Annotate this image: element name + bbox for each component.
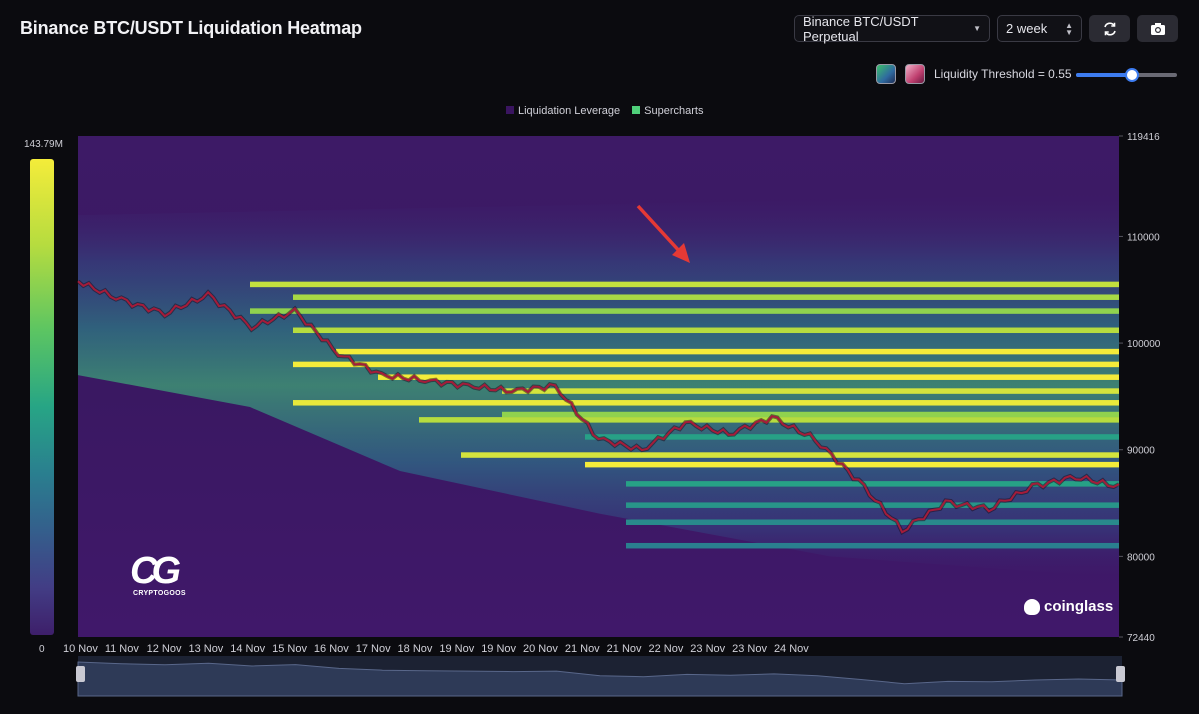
y-tick-label: 90000 bbox=[1127, 446, 1155, 457]
cryptogoos-logo: CG bbox=[130, 550, 181, 592]
x-tick-label: 10 Nov bbox=[63, 643, 98, 655]
x-tick-label: 19 Nov bbox=[439, 643, 474, 655]
liquidity-band bbox=[626, 502, 1119, 508]
colorbar-max-label: 143.79M bbox=[24, 139, 63, 150]
liquidity-band bbox=[585, 461, 1119, 468]
arrow-annotation-head bbox=[672, 243, 690, 263]
x-tick-label: 15 Nov bbox=[272, 643, 307, 655]
pair-select-label: Binance BTC/USDT Perpetual bbox=[803, 13, 919, 44]
liquidity-band bbox=[293, 400, 1119, 406]
liquidity-band bbox=[378, 374, 1119, 380]
caret-down-icon: ▼ bbox=[973, 24, 981, 33]
y-tick-label: 119416 bbox=[1127, 132, 1160, 143]
liquidity-band bbox=[336, 348, 1119, 355]
x-tick-label: 21 Nov bbox=[565, 643, 600, 655]
liquidity-band bbox=[585, 434, 1119, 440]
liquidity-band bbox=[626, 481, 1119, 487]
camera-icon bbox=[1150, 22, 1165, 35]
threshold-label: Liquidity Threshold = 0.55 bbox=[934, 67, 1072, 81]
legend-item-supercharts[interactable]: Supercharts bbox=[632, 105, 703, 117]
x-tick-label: 14 Nov bbox=[230, 643, 265, 655]
updown-chevron-icon: ▲ ▼ bbox=[1065, 20, 1073, 37]
colorbar-min-label: 0 bbox=[39, 644, 45, 655]
legend-label-liquidation-leverage: Liquidation Leverage bbox=[518, 105, 621, 117]
liquidity-band bbox=[626, 519, 1119, 525]
price-line bbox=[77, 280, 1120, 534]
chart-legend: Liquidation Leverage Supercharts bbox=[506, 105, 703, 117]
liquidity-band bbox=[502, 411, 1119, 418]
liquidity-band bbox=[502, 388, 1119, 394]
y-tick-label: 100000 bbox=[1127, 339, 1161, 350]
x-tick-label: 21 Nov bbox=[607, 643, 642, 655]
x-tick-label: 19 Nov bbox=[481, 643, 516, 655]
y-tick-label: 72440 bbox=[1127, 633, 1155, 644]
coinglass-watermark: coinglass bbox=[1024, 598, 1113, 615]
x-tick-label: 23 Nov bbox=[732, 643, 767, 655]
x-tick-label: 23 Nov bbox=[690, 643, 725, 655]
theme-pink-swatch[interactable] bbox=[905, 64, 925, 84]
liquidity-band bbox=[293, 361, 1119, 368]
legend-label-supercharts: Supercharts bbox=[644, 105, 704, 117]
threshold-slider-thumb[interactable] bbox=[1124, 68, 1139, 82]
refresh-button[interactable] bbox=[1089, 15, 1130, 42]
x-tick-label: 17 Nov bbox=[356, 643, 391, 655]
liquidity-band bbox=[293, 294, 1119, 300]
threshold-slider[interactable] bbox=[1076, 68, 1177, 82]
x-tick-label: 12 Nov bbox=[147, 643, 182, 655]
coinglass-logo-icon bbox=[1024, 598, 1040, 615]
liquidity-band bbox=[293, 327, 1119, 334]
navigator-series bbox=[77, 661, 1123, 697]
y-tick-label: 110000 bbox=[1127, 232, 1160, 243]
liquidity-band bbox=[250, 308, 1119, 314]
liquidity-band bbox=[626, 542, 1119, 549]
legend-item-liquidation-leverage[interactable]: Liquidation Leverage bbox=[506, 105, 620, 117]
colorbar bbox=[30, 159, 54, 635]
arrow-annotation bbox=[636, 204, 684, 256]
pair-select[interactable]: Binance BTC/USDT Perpetual ▼ bbox=[794, 13, 990, 44]
x-tick-label: 22 Nov bbox=[648, 643, 683, 655]
screenshot-button[interactable] bbox=[1137, 15, 1178, 42]
coinglass-watermark-text: coinglass bbox=[1044, 598, 1114, 615]
x-tick-label: 11 Nov bbox=[105, 643, 140, 655]
x-tick-label: 24 Nov bbox=[774, 643, 809, 655]
range-select-label: 2 week bbox=[1006, 21, 1048, 36]
x-tick-label: 16 Nov bbox=[314, 643, 349, 655]
range-select[interactable]: 2 week ▲ ▼ bbox=[997, 15, 1082, 42]
page-title: Binance BTC/USDT Liquidation Heatmap bbox=[20, 18, 362, 38]
refresh-icon bbox=[1103, 21, 1116, 36]
y-tick-label: 80000 bbox=[1127, 552, 1155, 563]
liquidity-band bbox=[461, 452, 1119, 458]
theme-green-swatch[interactable] bbox=[876, 64, 896, 84]
cryptogoos-logo-text: CRYPTOGOOS bbox=[133, 590, 186, 597]
x-tick-label: 20 Nov bbox=[523, 643, 558, 655]
x-tick-label: 18 Nov bbox=[398, 643, 433, 655]
threshold-slider-fill bbox=[1076, 73, 1132, 77]
navigator-left-handle[interactable] bbox=[76, 666, 85, 682]
navigator-right-handle[interactable] bbox=[1116, 666, 1125, 682]
liquidity-band bbox=[250, 281, 1119, 288]
x-tick-label: 13 Nov bbox=[188, 643, 223, 655]
